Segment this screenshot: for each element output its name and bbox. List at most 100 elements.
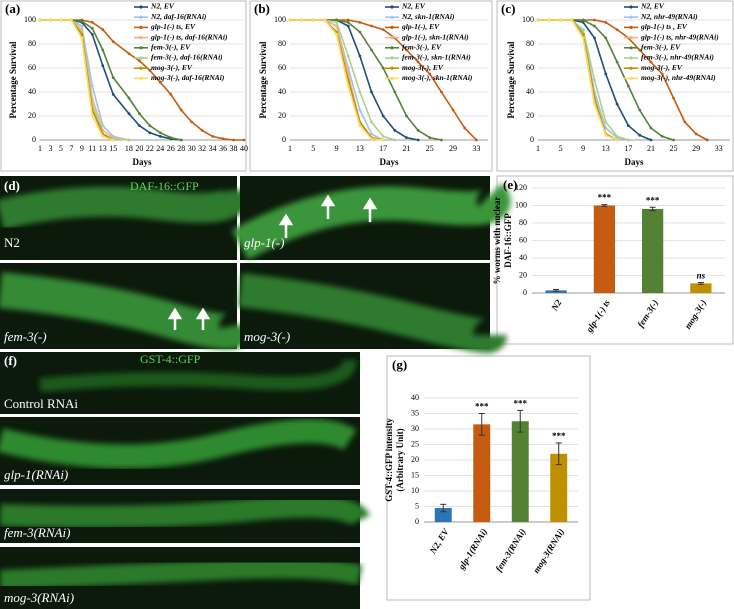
significance: *** [514,398,528,408]
point [581,28,585,31]
legend-swatch [390,56,394,60]
micrograph-panel-f: (f) GST-4::GFP Control RNAi glp-1(RNAi) … [0,352,370,609]
legend-swatch [139,5,143,9]
x-tick-label: 29 [692,144,700,153]
point [101,48,105,52]
significance: *** [598,193,612,203]
y-tick-label: 0 [282,135,286,144]
point [660,72,664,76]
point [638,48,642,52]
point [111,138,115,142]
legend-swatch [139,76,143,80]
point [158,135,162,138]
point [242,138,246,142]
panel-frame [496,175,734,345]
point [221,137,225,141]
point [370,120,373,124]
point [90,33,94,36]
point [604,120,608,124]
point [416,60,420,64]
legend-label: glp-1(-) ts, daf-16(RNAi) [150,32,228,41]
image-label: fem-3(-) [4,329,47,344]
point [137,124,141,127]
point [615,102,619,106]
y-tick-label: 60 [519,235,527,244]
x-tick-label: 25 [670,144,678,153]
legend-swatch [629,36,633,40]
legend-label: fem-3(-), EV [151,43,191,52]
significance: *** [646,195,660,205]
x-tick-label: 11 [88,144,96,153]
legend-swatch [139,46,143,50]
point [311,18,315,22]
x-tick-label: 21 [647,144,655,153]
image-label: glp-1(RNAi) [4,467,68,482]
image-label: mog-3(-) [244,329,290,344]
legend-label: mog-3(-), EV [151,63,193,72]
point [80,24,84,28]
x-tick-label: 7 [69,144,73,153]
point [463,126,467,130]
point [581,33,585,36]
legend-label: mog-3(-), nhr-49(RNAi) [641,73,716,82]
y-tick-label: 5 [415,501,419,510]
x-tick-label: 25 [426,144,434,153]
point [38,18,42,22]
point [381,138,385,142]
image-label: mog-3(RNAi) [4,590,74,605]
legend-swatch [629,66,633,70]
panel-label: (e) [503,177,517,192]
point [581,21,585,24]
point [672,138,675,142]
x-tick-label: 29 [449,144,457,153]
category-label: glp-1(RNAi) [456,527,489,572]
survival-line [290,19,384,141]
category-label: glp-1(-) ts [584,297,612,334]
significance: *** [552,431,566,441]
legend-label: fem-3(-), skn-1(RNAi) [402,53,471,62]
point [604,21,608,24]
y-tick-label: 40 [278,87,286,96]
image-label: fem-3(RNAi) [4,525,70,540]
point [626,138,630,142]
point [179,138,183,142]
panel-frame [249,0,493,172]
image-title: DAF-16::GFP [130,179,199,193]
y-tick-label: 100 [24,15,36,24]
image-label: N2 [4,235,20,250]
point [346,54,350,58]
x-axis-title: Days [132,157,151,167]
point [90,114,94,118]
point [111,93,115,96]
y-tick-label: 80 [526,39,534,48]
y-tick-label: 10 [411,486,419,495]
panel-label: (b) [254,1,270,16]
point [593,102,596,106]
point [148,124,152,127]
image-title: GST-4::GFP [140,352,201,366]
x-tick-label: 13 [356,144,364,153]
point [370,132,373,136]
y-tick-label: 25 [411,439,419,448]
point [127,112,131,115]
y-tick-label: 20 [519,270,527,279]
bar [434,508,452,522]
worm [0,186,252,230]
point [346,21,350,24]
point [346,84,350,88]
y-tick-label: 20 [28,111,36,120]
point [158,131,162,135]
legend-swatch [390,76,394,80]
point [232,138,235,142]
significance: ns [697,271,706,281]
point [615,135,619,138]
point [346,24,350,28]
legend-label: glp-1(-), skn-1(RNAi) [401,32,469,41]
point [211,135,215,138]
legend-swatch [139,36,143,40]
y-tick-label: 60 [28,63,36,72]
point [393,90,397,94]
legend-label: mog-3(-), daf-16(RNAi) [151,73,225,82]
legend-swatch [629,25,633,29]
x-tick-label: 33 [715,144,723,153]
